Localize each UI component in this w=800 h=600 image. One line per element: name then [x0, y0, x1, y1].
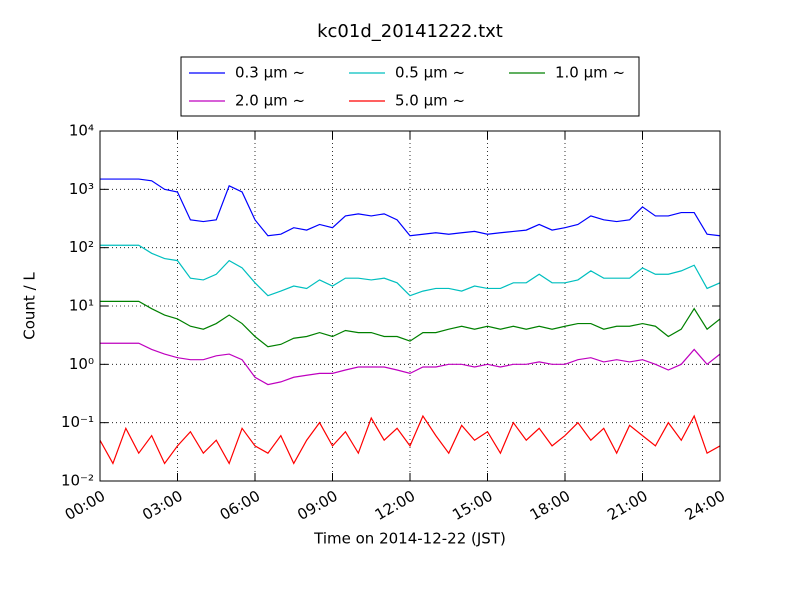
x-tick-label: 03:00 [139, 487, 185, 524]
legend-label: 0.3 μm ~ [235, 64, 305, 82]
legend-label: 5.0 μm ~ [395, 92, 465, 110]
x-tick-label: 00:00 [62, 487, 108, 524]
legend-label: 0.5 μm ~ [395, 64, 465, 82]
y-tick-label: 10⁰ [69, 355, 94, 373]
series-line [100, 244, 720, 297]
series-line [100, 342, 720, 386]
y-tick-label: 10⁻² [61, 472, 94, 490]
x-axis-label: Time on 2014-12-22 (JST) [313, 530, 506, 548]
series-line [100, 414, 720, 465]
x-tick-label: 21:00 [604, 487, 650, 524]
y-tick-label: 10³ [69, 180, 94, 198]
legend-label: 2.0 μm ~ [235, 92, 305, 110]
y-tick-label: 10⁴ [69, 122, 94, 140]
y-tick-label: 10² [69, 238, 94, 256]
x-tick-label: 12:00 [372, 487, 418, 524]
x-tick-label: 15:00 [449, 487, 495, 524]
y-axis-label: Count / L [21, 272, 39, 340]
series-line [100, 300, 720, 348]
legend-label: 1.0 μm ~ [555, 64, 625, 82]
x-tick-label: 06:00 [217, 487, 263, 524]
legend-box [180, 56, 640, 117]
plot-frame [99, 130, 721, 482]
chart-title: kc01d_20141222.txt [317, 21, 503, 42]
x-tick-label: 24:00 [682, 487, 728, 524]
y-tick-label: 10⁻¹ [61, 413, 94, 431]
series-line [100, 178, 720, 237]
y-tick-label: 10¹ [69, 297, 94, 315]
x-tick-label: 18:00 [527, 487, 573, 524]
x-tick-label: 09:00 [294, 487, 340, 524]
